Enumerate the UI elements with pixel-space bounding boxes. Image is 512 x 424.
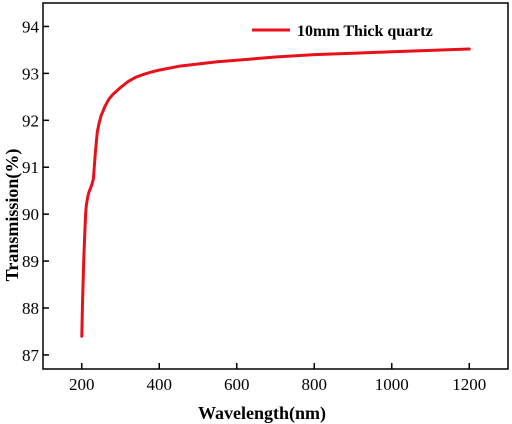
y-tick-label: 90 bbox=[22, 205, 39, 224]
y-tick-label: 88 bbox=[22, 299, 39, 318]
legend-label: 10mm Thick quartz bbox=[297, 23, 433, 40]
legend: 10mm Thick quartz bbox=[252, 23, 433, 40]
x-tick-label: 600 bbox=[224, 375, 250, 394]
y-tick-label: 87 bbox=[22, 346, 40, 365]
y-tick-label: 89 bbox=[22, 252, 39, 271]
y-tick-label: 94 bbox=[22, 17, 40, 36]
series-line bbox=[80, 47, 471, 338]
y-tick-label: 92 bbox=[22, 111, 39, 130]
x-tick-label: 800 bbox=[302, 375, 328, 394]
x-tick-label: 200 bbox=[69, 375, 95, 394]
y-tick-label: 91 bbox=[22, 158, 39, 177]
x-tick-label: 400 bbox=[147, 375, 173, 394]
y-axis: 87 88 89 90 91 92 93 94 bbox=[22, 17, 49, 365]
x-axis-title: Wavelength(nm) bbox=[198, 403, 326, 424]
x-tick-label: 1200 bbox=[452, 375, 486, 394]
plot-frame bbox=[42, 2, 509, 370]
x-tick-label: 1000 bbox=[375, 375, 409, 394]
y-tick-label: 93 bbox=[22, 64, 39, 83]
y-axis-title: Transmission(%) bbox=[2, 149, 23, 282]
x-axis: 200 400 600 800 1000 1200 bbox=[69, 363, 486, 394]
